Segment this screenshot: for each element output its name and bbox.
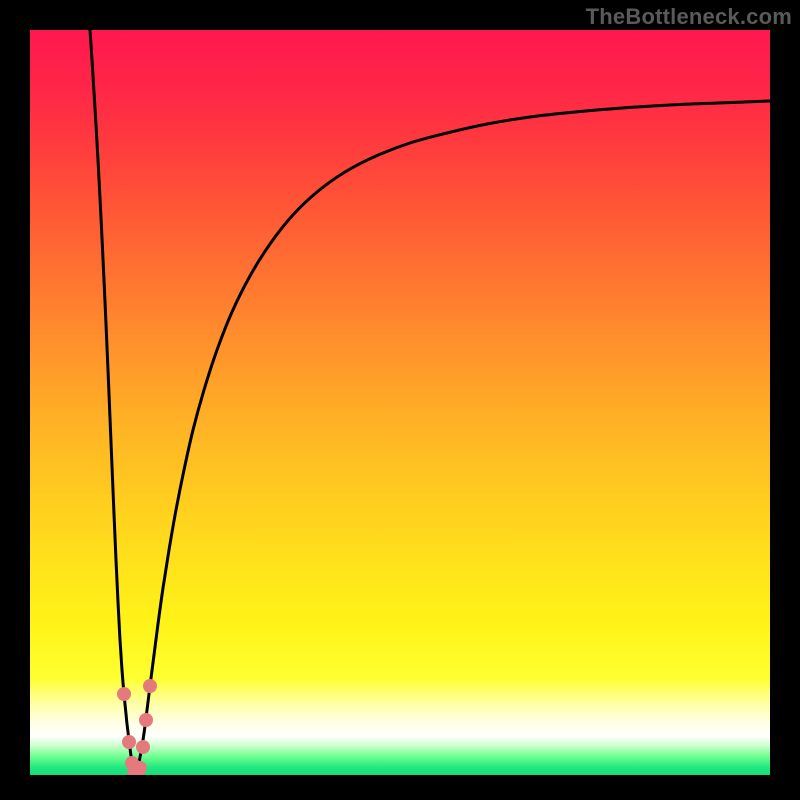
data-marker <box>133 761 147 775</box>
data-marker <box>117 687 131 701</box>
chart-plot <box>30 30 770 775</box>
chart-container: TheBottleneck.com <box>0 0 800 800</box>
data-marker <box>143 679 157 693</box>
data-marker <box>139 713 153 727</box>
data-marker <box>136 740 150 754</box>
data-marker <box>122 735 136 749</box>
watermark-text: TheBottleneck.com <box>586 4 792 30</box>
gradient-background <box>30 30 770 775</box>
